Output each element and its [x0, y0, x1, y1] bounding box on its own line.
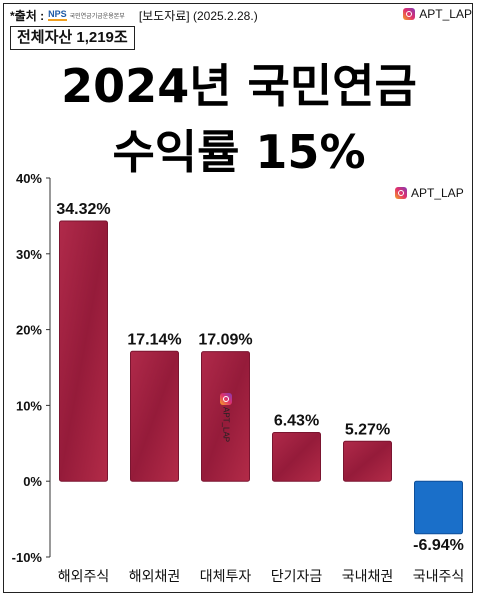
- bar-단기자금: [272, 431, 321, 482]
- x-tick-label: 국내주식: [413, 568, 465, 584]
- bar-해외채권: [130, 350, 179, 482]
- instagram-handle-text: APT_LAP: [419, 7, 472, 21]
- x-tick-label: 단기자금: [271, 568, 323, 584]
- y-tick-label: 0%: [23, 474, 42, 489]
- label-layer: 34.32% 해외주식 17.14% 해외채권 17.09% 대체투자 6.43% 단기자금 5…: [56, 201, 464, 584]
- nps-mark: NPS: [48, 9, 67, 21]
- instagram-handle-text: APT_LAP: [411, 186, 464, 200]
- total-assets-badge: 전체자산 1,219조: [10, 26, 135, 50]
- image-frame: [3, 3, 473, 593]
- axis-layer: 40% 30% 20% 10% 0% -10%: [12, 171, 51, 565]
- value-label: 6.43%: [274, 412, 319, 429]
- x-tick-label: 대체투자: [200, 568, 252, 584]
- instagram-icon: [403, 8, 416, 20]
- bar-layer: [59, 220, 463, 535]
- bar-대체투자: [201, 351, 250, 482]
- title-line-2: 수익률 15%: [112, 125, 366, 179]
- nps-logo: NPS 국민연금기금운용본부: [48, 9, 125, 21]
- value-label: -6.94%: [413, 537, 464, 554]
- y-tick-label: 40%: [16, 171, 42, 186]
- bar-해외주식: [59, 220, 108, 482]
- value-label: 17.14%: [127, 331, 181, 348]
- x-tick-label: 해외채권: [129, 568, 181, 584]
- value-label: 17.09%: [198, 332, 252, 349]
- instagram-handle-top: APT_LAP: [403, 7, 472, 21]
- y-tick-label: 10%: [16, 398, 42, 413]
- y-tick-label: -10%: [12, 550, 43, 565]
- title-line-1: 2024년 국민연금: [61, 59, 417, 113]
- value-label: 5.27%: [345, 421, 390, 438]
- instagram-icon: [395, 187, 407, 199]
- watermark-text: APT_LAP: [221, 407, 231, 443]
- instagram-icon: [220, 393, 232, 405]
- y-tick-label: 20%: [16, 323, 42, 338]
- source-label: *출처 :: [10, 8, 45, 23]
- instagram-handle-chart: APT_LAP: [395, 186, 464, 200]
- nps-org-name: 국민연금기금운용본부: [69, 13, 125, 20]
- value-label: 34.32%: [56, 201, 110, 218]
- y-tick-label: 30%: [16, 247, 42, 262]
- bar-국내주식: [414, 480, 463, 535]
- press-release-label: [보도자료] (2025.2.28.): [138, 8, 258, 23]
- source-header: *출처 : NPS 국민연금기금운용본부 [보도자료] (2025.2.28.): [10, 6, 470, 24]
- bar-국내채권: [343, 440, 392, 482]
- watermark: APT_LAP: [220, 393, 232, 442]
- x-tick-label: 국내채권: [342, 568, 394, 584]
- x-tick-label: 해외주식: [58, 568, 110, 584]
